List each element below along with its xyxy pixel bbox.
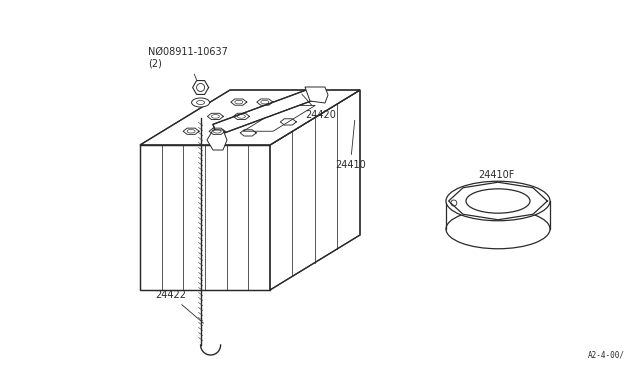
Ellipse shape: [446, 181, 550, 221]
Polygon shape: [140, 90, 360, 145]
Polygon shape: [270, 90, 360, 290]
Text: A2-4-00/: A2-4-00/: [588, 351, 625, 360]
Text: NØ08911-10637
(2): NØ08911-10637 (2): [148, 47, 228, 80]
Circle shape: [196, 83, 205, 92]
Polygon shape: [305, 87, 328, 103]
Polygon shape: [213, 89, 312, 136]
Polygon shape: [519, 204, 536, 218]
Ellipse shape: [466, 189, 530, 213]
Text: 24422: 24422: [155, 290, 204, 323]
Ellipse shape: [446, 209, 550, 249]
Ellipse shape: [191, 98, 210, 107]
Text: 24410: 24410: [335, 120, 365, 170]
Text: 24410F: 24410F: [478, 170, 515, 193]
Text: 24420: 24420: [302, 94, 336, 120]
Polygon shape: [207, 130, 227, 150]
Polygon shape: [140, 145, 270, 290]
